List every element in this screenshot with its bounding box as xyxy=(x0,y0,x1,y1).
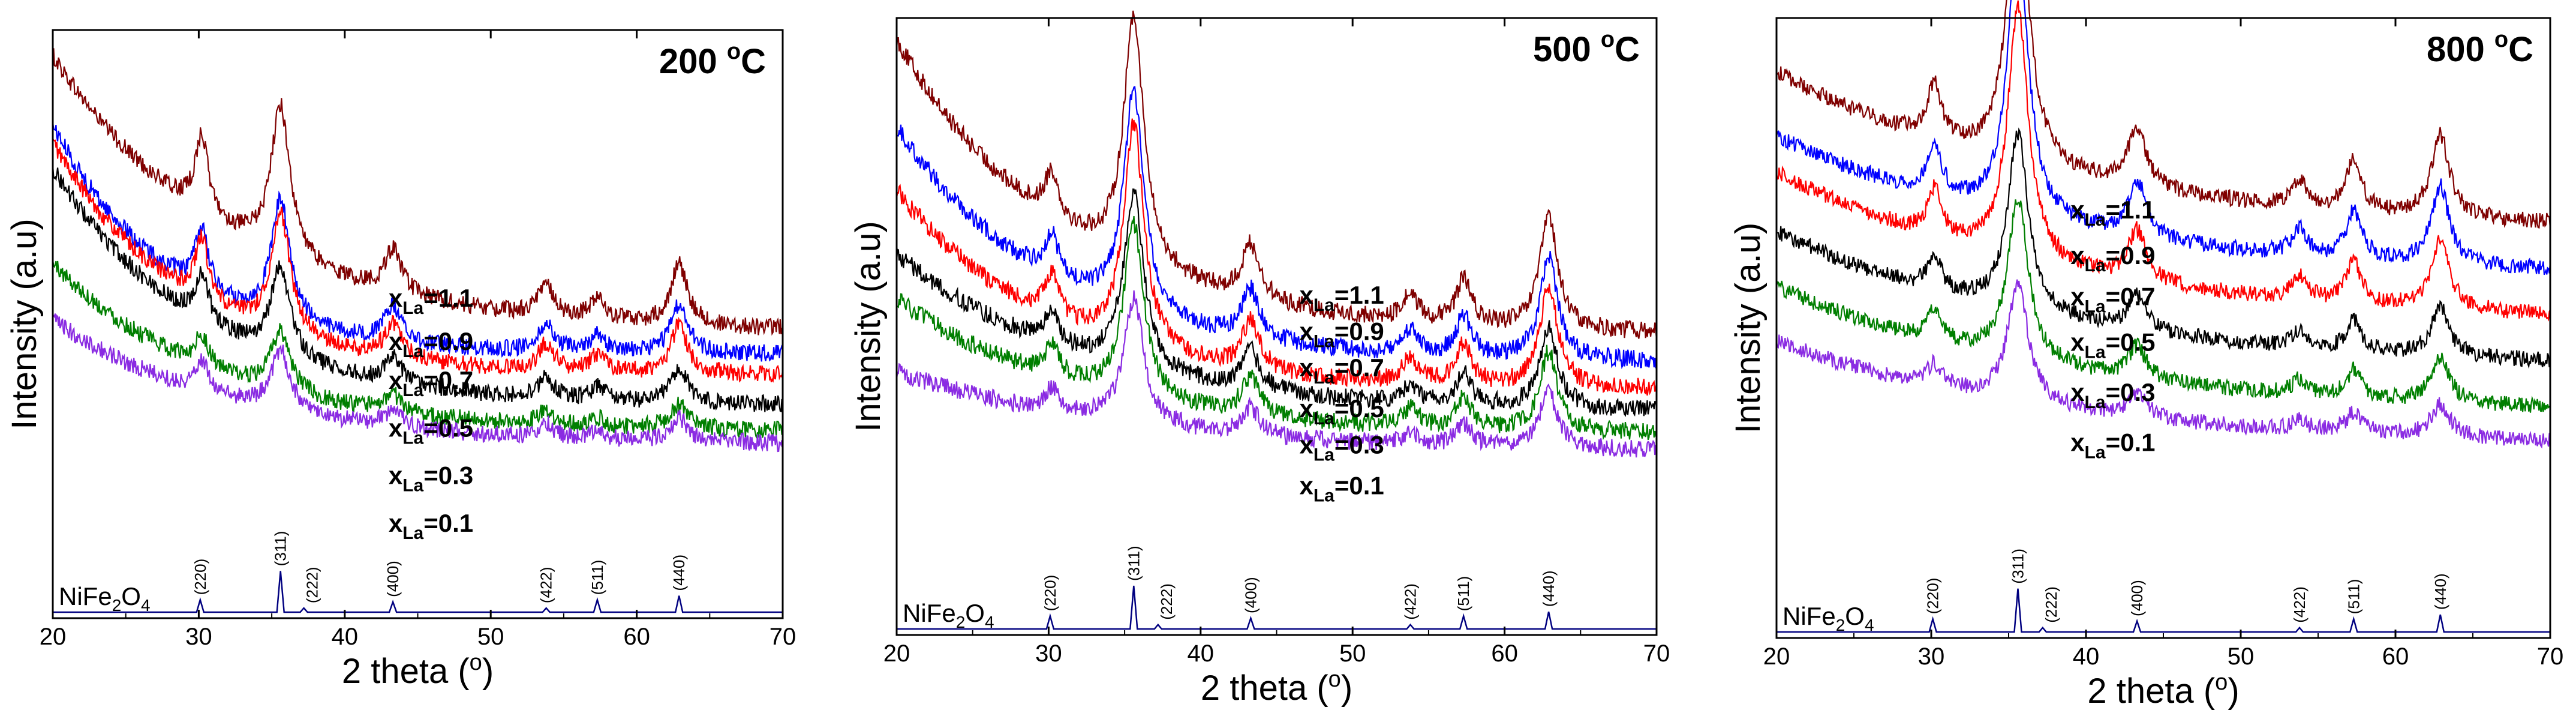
reference-phase-label: NiFe2O4 xyxy=(59,582,151,615)
reference-peak-label: (222) xyxy=(2042,586,2060,623)
x-tick-label: 60 xyxy=(1491,640,1518,667)
reference-phase-label: NiFe2O4 xyxy=(903,599,994,631)
reference-peak-label: (400) xyxy=(2128,580,2146,616)
x-tick-label: 60 xyxy=(2382,643,2409,670)
series-line xyxy=(1775,0,2551,322)
y-axis-label: Intensity (a.u) xyxy=(1729,223,1768,433)
series-line xyxy=(52,260,784,440)
x-tick-label: 70 xyxy=(1643,640,1670,667)
series-line xyxy=(1775,279,2551,449)
reference-peak-label: (440) xyxy=(2431,573,2449,610)
reference-phase-label: NiFe2O4 xyxy=(1783,602,1874,634)
series-label: xLa=0.5 xyxy=(389,414,473,448)
series-line xyxy=(52,313,784,453)
series-label: xLa=0.7 xyxy=(1300,353,1384,388)
reference-peak-label: (422) xyxy=(2291,586,2309,623)
reference-peak-label: (222) xyxy=(1158,583,1176,620)
panel-title: 800 oC xyxy=(2427,27,2533,69)
reference-peak-label: (400) xyxy=(1242,577,1260,613)
panel-800c: (220) (311) (222) (400) (422) (511) (440) NiFe2… xyxy=(1729,0,2563,711)
series-label: xLa=0.3 xyxy=(389,462,473,496)
series-line xyxy=(895,290,1658,458)
reference-pattern xyxy=(53,571,783,613)
x-tick-label: 70 xyxy=(770,624,796,650)
series-label: xLa=0.1 xyxy=(1300,472,1384,506)
reference-peak-label: (422) xyxy=(537,567,555,603)
x-axis-label: 2 theta (o) xyxy=(342,650,494,691)
x-axis-label: 2 theta (o) xyxy=(2087,670,2239,711)
series-label: xLa=0.9 xyxy=(2070,241,2155,275)
reference-peak-label: (511) xyxy=(588,560,606,595)
plot-frame xyxy=(895,17,1658,636)
series-line xyxy=(895,10,1658,340)
series-label: xLa=1.1 xyxy=(1300,281,1384,315)
x-tick-label: 40 xyxy=(2073,643,2100,670)
reference-pattern xyxy=(1777,588,2550,633)
reference-peak-label: (511) xyxy=(2344,579,2362,615)
x-tick-label: 30 xyxy=(1035,640,1062,667)
series-label: xLa=0.5 xyxy=(1300,394,1384,429)
reference-pattern xyxy=(897,585,1657,630)
series-line xyxy=(52,139,784,383)
x-tick-label: 20 xyxy=(1763,643,1790,670)
x-tick-label: 50 xyxy=(477,624,504,650)
series-line xyxy=(1776,0,2551,229)
reference-peak-label: (440) xyxy=(670,555,688,591)
series-line xyxy=(1775,0,2551,275)
reference-peak-label: (311) xyxy=(2009,549,2027,584)
series-label: xLa=0.5 xyxy=(2070,328,2155,362)
series-line xyxy=(52,164,784,413)
y-axis-label: Intensity (a.u) xyxy=(849,221,888,432)
series-label: xLa=0.7 xyxy=(389,366,473,400)
x-tick-label: 30 xyxy=(185,624,212,650)
reference-peak-label: (220) xyxy=(1041,575,1059,612)
series-label: xLa=1.1 xyxy=(389,284,473,318)
series-line xyxy=(1776,127,2551,369)
reference-peak-label: (511) xyxy=(1454,576,1472,612)
reference-peak-label: (220) xyxy=(1924,578,1942,615)
series-label: xLa=1.1 xyxy=(2070,196,2155,230)
x-tick-label: 60 xyxy=(623,624,650,650)
x-tick-label: 40 xyxy=(332,624,359,650)
series-line xyxy=(897,215,1657,441)
panel-title: 500 oC xyxy=(1533,27,1640,69)
reference-peak-label: (440) xyxy=(1540,571,1558,607)
series-line xyxy=(896,85,1658,370)
series-line xyxy=(52,48,784,336)
x-tick-label: 20 xyxy=(40,624,67,650)
series-line xyxy=(895,188,1658,417)
reference-peak-label: (400) xyxy=(384,561,402,597)
series-label: xLa=0.1 xyxy=(389,509,473,543)
x-tick-label: 40 xyxy=(1188,640,1215,667)
x-tick-label: 50 xyxy=(1339,640,1366,667)
x-tick-label: 20 xyxy=(883,640,910,667)
series-label: xLa=0.1 xyxy=(2070,429,2155,463)
series-label: xLa=0.7 xyxy=(2070,283,2155,317)
panel-200c: (220) (311) (222) (400) (422) (511) (440) NiFe2… xyxy=(5,29,796,691)
reference-peak-label: (220) xyxy=(191,559,209,595)
x-axis-label: 2 theta (o) xyxy=(1201,667,1352,708)
reference-peak-label: (311) xyxy=(1125,546,1143,581)
y-axis-label: Intensity (a.u) xyxy=(5,218,44,429)
panel-title: 200 oC xyxy=(659,39,766,81)
series-line xyxy=(1775,199,2551,413)
reference-peak-label: (311) xyxy=(272,531,290,567)
series-label: xLa=0.9 xyxy=(1300,317,1384,352)
x-tick-label: 30 xyxy=(1918,643,1945,670)
x-tick-label: 50 xyxy=(2228,643,2255,670)
reference-peak-label: (222) xyxy=(303,567,321,603)
series-label: xLa=0.9 xyxy=(389,327,473,361)
series-line xyxy=(895,118,1658,396)
series-line xyxy=(52,122,783,362)
x-tick-label: 70 xyxy=(2537,643,2564,670)
reference-peak-label: (422) xyxy=(1401,583,1419,620)
series-label: xLa=0.3 xyxy=(1300,431,1384,465)
panel-500c: (220) (311) (222) (400) (422) (511) (440) NiFe2… xyxy=(849,10,1670,708)
series-label: xLa=0.3 xyxy=(2070,378,2155,412)
